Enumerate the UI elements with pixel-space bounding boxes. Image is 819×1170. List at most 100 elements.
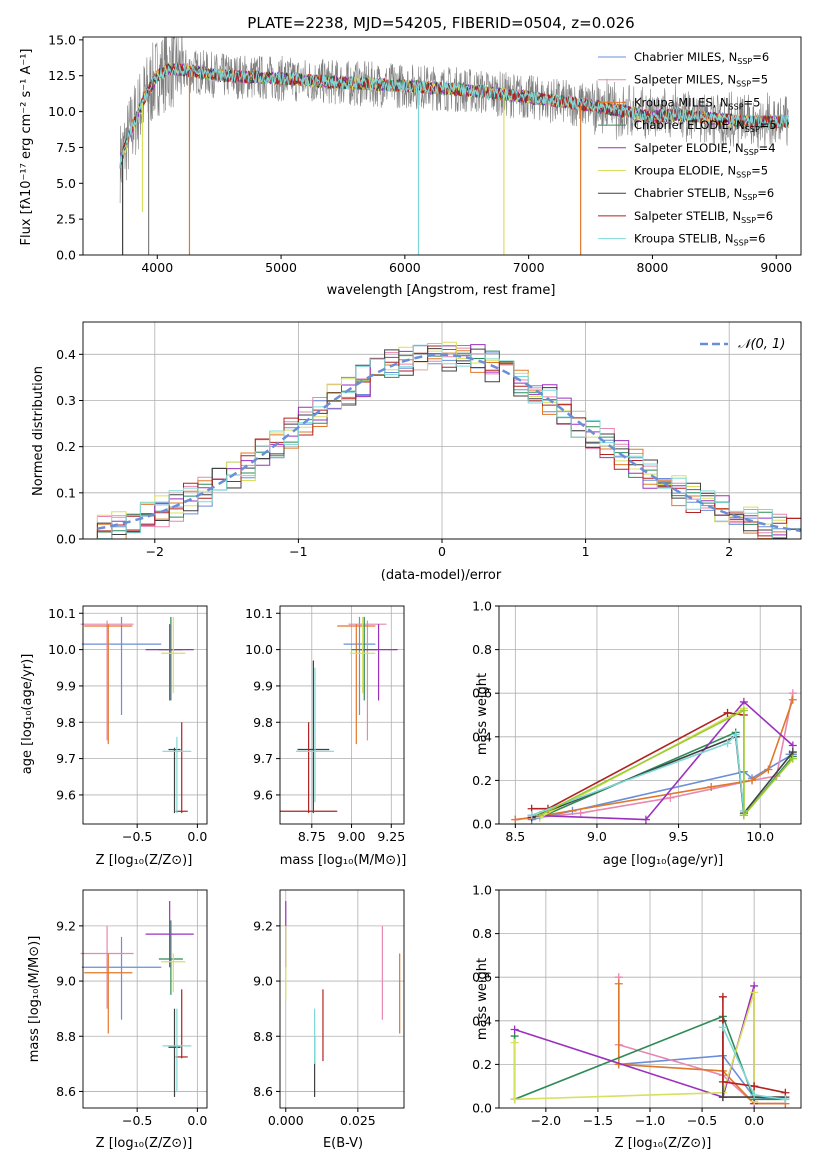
weight-marker: [510, 1025, 519, 1034]
y-tick-label: 0.2: [472, 1057, 492, 1072]
y-tick-label: 0.0: [472, 817, 492, 832]
y-tick-label: 9.9: [253, 678, 273, 693]
y-tick-label: 2.5: [56, 212, 76, 227]
x-tick-label: 9.00: [338, 829, 366, 844]
legend-label-rest: =6: [756, 209, 773, 223]
x-tick-label: 0.0: [187, 829, 207, 844]
y-tick-label: 1.0: [472, 883, 492, 898]
spectrum-title: PLATE=2238, MJD=54205, FIBERID=0504, z=0…: [247, 14, 634, 32]
legend-subscript: SSP: [736, 171, 751, 180]
axes-frame: [279, 605, 405, 825]
weight-marker: [723, 708, 732, 717]
x-tick-label: 0: [438, 544, 446, 559]
model-spectrum: [119, 62, 790, 169]
axes-frame: [279, 889, 405, 1109]
y-tick-label: 9.0: [253, 974, 273, 989]
weight-vs-metallicity-plot: −2.0 −1.5 −1.0 −0.5 0.0 0.0 0.2 0.4 0.6 0.8 1.0: [472, 883, 802, 1128]
y-tick-label: 0.0: [472, 1101, 492, 1116]
x-tick-label: 0.025: [340, 1113, 376, 1128]
weight-marker: [781, 1095, 790, 1104]
weight-marker: [739, 811, 748, 820]
y-tick-label: 10.1: [245, 606, 273, 621]
x-tick-label: −1.5: [583, 1113, 613, 1128]
legend-subscript: SSP: [744, 148, 759, 157]
x-tick-label: 6000: [389, 260, 421, 275]
legend-label: Kroupa STELIB, NSSP=6: [634, 232, 765, 248]
residual-ylabel: Normed distribution: [31, 366, 46, 496]
ageM-xlabel: mass [log₁₀(M/M⊙)]: [280, 853, 407, 868]
legend-label-rest: =5: [751, 73, 768, 87]
x-tick-label: 1: [582, 544, 590, 559]
y-tick-label: 10.0: [48, 104, 76, 119]
legend-label: Kroupa ELODIE, NSSP=5: [634, 164, 768, 180]
massE-xlabel: E(B-V): [323, 1136, 363, 1151]
histogram-steps: [83, 341, 801, 539]
y-tick-label: 9.7: [56, 751, 76, 766]
weight-marker: [748, 776, 757, 785]
y-tick-label: 9.6: [56, 787, 76, 802]
wAge-ylabel: mass weight: [475, 673, 490, 755]
legend-label: Chabrier MILES, NSSP=6: [634, 50, 769, 66]
y-tick-label: 0.6: [472, 686, 492, 701]
weight-marker: [739, 706, 748, 715]
y-tick-label: 0.8: [472, 642, 492, 657]
x-tick-label: −1.0: [635, 1113, 665, 1128]
y-tick-label: 9.6: [253, 787, 273, 802]
y-tick-label: 0.2: [56, 439, 76, 454]
weight-marker: [788, 695, 797, 704]
legend-subscript: SSP: [741, 216, 756, 225]
weight-vs-age-plot: 8.5 9.0 9.5 10.0 0.0 0.2 0.4 0.6 0.8 1.0: [472, 599, 802, 844]
y-tick-label: 9.9: [56, 678, 76, 693]
y-tick-label: 0.0: [56, 532, 76, 547]
y-tick-label: 9.8: [253, 715, 273, 730]
weight-marker: [718, 992, 727, 1001]
x-tick-label: 0.0: [744, 1113, 764, 1128]
y-tick-label: 9.2: [56, 918, 76, 933]
y-tick-label: 0.3: [56, 393, 76, 408]
x-tick-label: −0.5: [687, 1113, 717, 1128]
weight-marker: [576, 809, 585, 818]
axes-frame: [498, 605, 802, 825]
y-tick-label: 0.1: [56, 485, 76, 500]
massZ-xlabel: Z [log₁₀(Z/Z⊙)]: [96, 1136, 193, 1151]
axes-frame: [82, 605, 208, 825]
weight-series-line: [531, 711, 745, 810]
spectrum-plot: 4000 5000 6000 7000 8000 9000 0.0 2.5 5.0 7.5 10.0…: [48, 32, 802, 275]
x-tick-label: −0.5: [122, 829, 152, 844]
weight-marker: [666, 793, 675, 802]
x-tick-label: −1: [289, 544, 307, 559]
weight-marker: [641, 815, 650, 824]
legend-subscript: SSP: [729, 102, 744, 111]
legend-subscript: SSP: [737, 57, 752, 66]
y-tick-label: 8.8: [56, 1029, 76, 1044]
weight-marker: [764, 765, 773, 774]
weight-marker: [510, 1038, 519, 1047]
x-tick-label: −2.0: [531, 1113, 561, 1128]
y-tick-label: 10.0: [48, 642, 76, 657]
y-tick-label: 1.0: [472, 599, 492, 614]
y-tick-label: 10.1: [48, 606, 76, 621]
spectrum-xlabel: wavelength [Angstrom, rest frame]: [327, 283, 556, 298]
residual-xlabel: (data-model)/error: [381, 568, 502, 583]
wZ-ylabel: mass weight: [475, 958, 490, 1040]
y-tick-label: 5.0: [56, 176, 76, 191]
legend-label-rest: =6: [757, 186, 774, 200]
y-tick-label: 0.4: [472, 1013, 492, 1028]
legend-label: Kroupa MILES, NSSP=5: [634, 95, 760, 111]
x-tick-label: 9.0: [587, 829, 607, 844]
weight-marker: [731, 730, 740, 739]
y-tick-label: 8.8: [253, 1029, 273, 1044]
y-tick-label: 8.6: [253, 1084, 273, 1099]
weight-series-line: [515, 699, 794, 821]
y-tick-label: 0.2: [472, 773, 492, 788]
legend-label: Chabrier STELIB, NSSP=6: [634, 186, 774, 202]
wZ-xlabel: Z [log₁₀(Z/Z⊙)]: [615, 1136, 712, 1151]
wAge-xlabel: age [log₁₀(age/yr)]: [603, 853, 724, 868]
y-tick-label: 0.6: [472, 970, 492, 985]
weight-marker: [527, 811, 536, 820]
histogram-series: [83, 343, 801, 539]
legend-label: Chabrier ELODIE, NSSP=5: [634, 118, 777, 134]
legend-label: Salpeter STELIB, NSSP=6: [634, 209, 773, 225]
gaussian-curve: [97, 353, 801, 533]
